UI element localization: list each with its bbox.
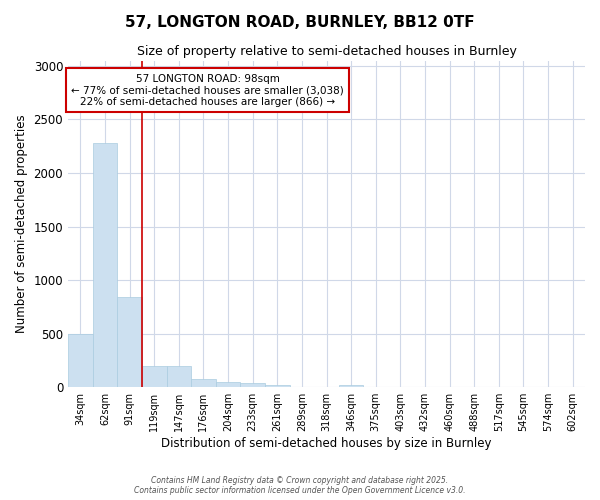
Title: Size of property relative to semi-detached houses in Burnley: Size of property relative to semi-detach… [137,45,517,58]
Bar [191,378,216,387]
Bar [241,384,265,387]
Bar [167,366,191,387]
Bar [339,384,364,387]
Bar [68,334,92,387]
Bar [265,384,290,387]
Text: 57, LONGTON ROAD, BURNLEY, BB12 0TF: 57, LONGTON ROAD, BURNLEY, BB12 0TF [125,15,475,30]
Text: 57 LONGTON ROAD: 98sqm
← 77% of semi-detached houses are smaller (3,038)
22% of : 57 LONGTON ROAD: 98sqm ← 77% of semi-det… [71,74,344,107]
Y-axis label: Number of semi-detached properties: Number of semi-detached properties [15,114,28,333]
Bar [92,143,117,387]
Text: Contains HM Land Registry data © Crown copyright and database right 2025.
Contai: Contains HM Land Registry data © Crown c… [134,476,466,495]
Bar [117,297,142,387]
Bar [142,366,167,387]
X-axis label: Distribution of semi-detached houses by size in Burnley: Distribution of semi-detached houses by … [161,437,492,450]
Bar [216,382,241,387]
